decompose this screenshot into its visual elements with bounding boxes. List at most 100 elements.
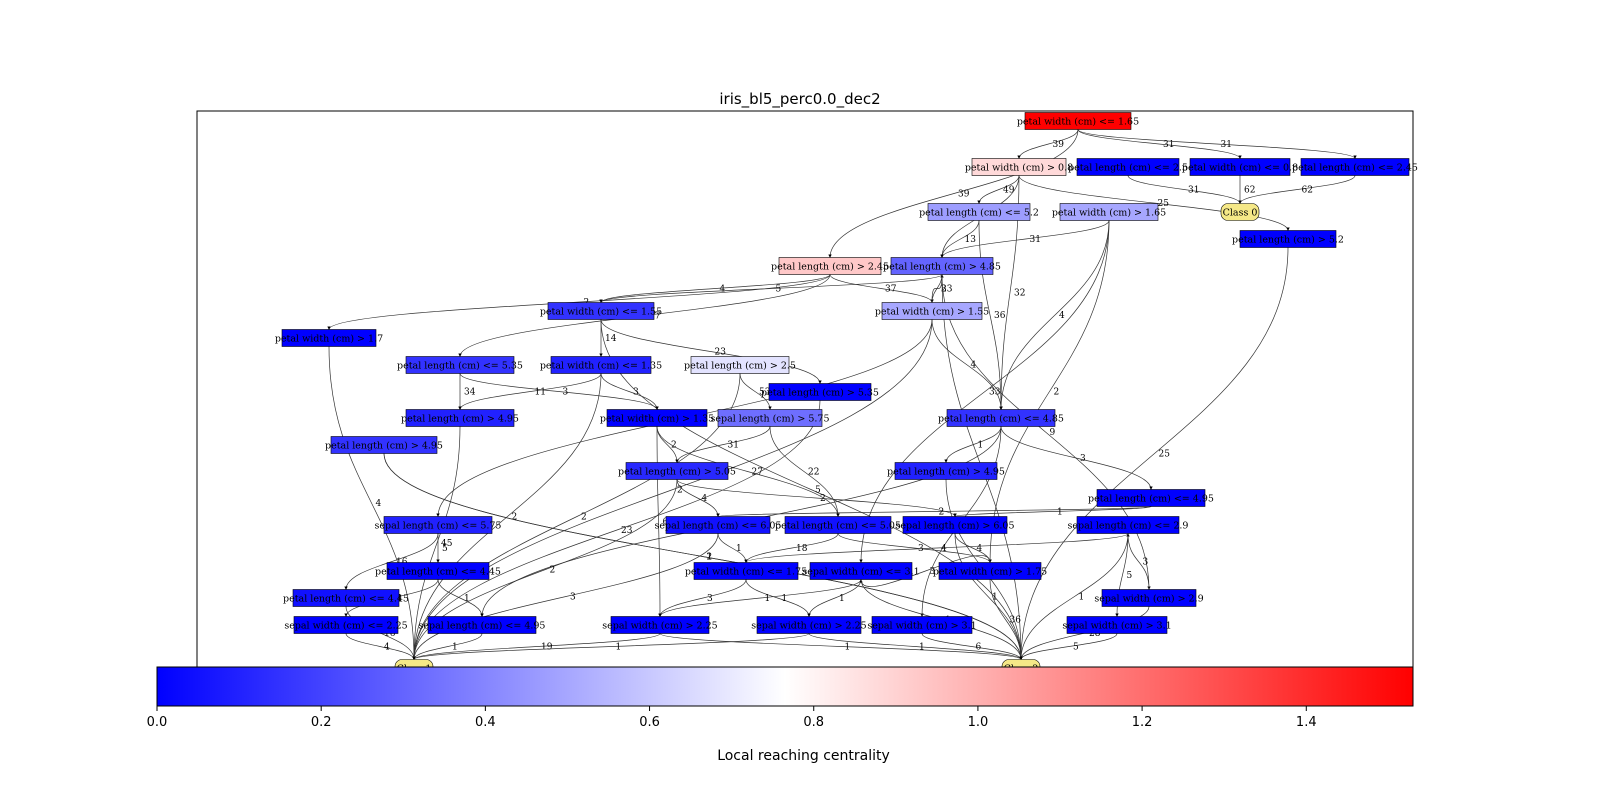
node-sepal-width-cm-2-25-n40: sepal width (cm) > 2.25	[751, 616, 867, 634]
edge-label-n20-n28: 22	[808, 468, 819, 478]
edge-label-n32-n40: 1	[782, 594, 788, 604]
node-sepal-length-cm-2-9-n30: sepal length (cm) <= 2.9	[1068, 516, 1188, 534]
edge-n6-n21	[978, 220, 1003, 410]
edge-label-n23-n27: 4	[702, 494, 708, 504]
node-petal-width-cm-1-55-n12: petal width (cm) > 1.55	[875, 302, 989, 320]
edge-n7-n34	[988, 220, 1110, 563]
node-label-n13: petal width (cm) > 1.7	[275, 334, 383, 345]
edge-n23-n29	[676, 479, 957, 517]
edge-n5-c0	[1238, 175, 1356, 204]
node-petal-width-cm-1-55-n11: petal width (cm) <= 1.55	[540, 302, 662, 320]
node-box-n27	[665, 516, 771, 534]
node-petal-width-cm-0-8-n4: petal width (cm) <= 0.8	[1182, 158, 1298, 176]
node-box-n15	[550, 356, 652, 374]
node-box-n35	[386, 562, 490, 580]
colorbar-tick-label-0.6: 0.6	[639, 715, 660, 730]
edge-label-n9-n11: 4	[720, 285, 726, 295]
node-label-n33: sepal width (cm) <= 3.1	[802, 567, 919, 578]
node-label-n8: petal length (cm) > 5.2	[1232, 235, 1344, 246]
node-box-n2	[971, 158, 1067, 176]
edge-label-n35-n38: 1	[464, 594, 470, 604]
node-label-n35: petal length (cm) <= 4.45	[375, 567, 501, 578]
edge-n23-c1	[412, 479, 678, 660]
node-petal-length-cm-4-95-n25: petal length (cm) <= 4.95	[1088, 489, 1214, 507]
edge-label-n29-c2: 1	[992, 593, 998, 603]
node-box-n26	[383, 516, 493, 534]
edge-label-n9-n12: 37	[885, 285, 897, 295]
node-box-n38	[427, 616, 537, 634]
node-petal-length-cm-4-95-n19: petal length (cm) > 4.95	[325, 436, 443, 454]
node-label-n6: petal length (cm) <= 5.2	[919, 208, 1039, 219]
node-petal-length-cm-2-5-n3: petal length (cm) <= 2.5	[1068, 158, 1188, 176]
edge-label-n1-n9: 39	[958, 190, 970, 200]
edge-n20-n28	[769, 426, 840, 517]
node-label-n32: petal width (cm) <= 1.75	[685, 567, 807, 578]
edge-n9-n12	[829, 274, 934, 303]
edge-n10-n11	[599, 274, 943, 303]
node-petal-length-cm-4-95-n24: petal length (cm) > 4.95	[887, 462, 1005, 480]
edge-n23-n27	[676, 479, 720, 517]
edge-label-n15-n22: 3	[633, 388, 639, 398]
edge-n36-n30	[1126, 533, 1150, 590]
node-box-n37	[293, 616, 399, 634]
edge-n11-n17	[600, 319, 822, 384]
edge-label-n36-n30: 3	[1143, 558, 1149, 568]
node-label-n9: petal length (cm) > 2.45	[771, 262, 889, 273]
node-petal-length-cm-5-35-n17: petal length (cm) > 5.35	[761, 383, 879, 401]
edge-label-n11-n17: 23	[715, 348, 727, 358]
edge-label-n37-c1: 4	[384, 643, 390, 653]
edge-n28-n34	[837, 533, 992, 563]
edge-n15-n18	[458, 373, 602, 410]
node-label-n11: petal width (cm) <= 1.55	[540, 307, 662, 318]
edge-label-n7-n34: 2	[1054, 388, 1060, 398]
node-label-n28: petal length (cm) <= 5.05	[775, 521, 901, 532]
edge-n12-n21	[931, 319, 1003, 410]
node-petal-length-cm-5-05-n23: petal length (cm) > 5.05	[618, 462, 736, 480]
node-label-n19: petal length (cm) > 4.95	[325, 441, 443, 452]
edge-n1-n4	[1077, 129, 1242, 159]
edge-label-n36-c2: 28	[1089, 629, 1101, 639]
node-label-n3: petal length (cm) <= 2.5	[1068, 163, 1188, 174]
node-box-n19	[330, 436, 438, 454]
edge-label-n7-n21: 4	[1059, 311, 1065, 321]
node-label-n10: petal length (cm) > 4.85	[883, 262, 1001, 273]
edge-label-n33-n39: 1	[765, 594, 771, 604]
edge-label-n25-n29: 1	[1057, 508, 1063, 518]
node-sepal-length-cm-4-95-n38: sepal length (cm) <= 4.95	[419, 616, 545, 634]
node-label-n31: petal length (cm) <= 4.45	[283, 594, 409, 605]
node-box-n25	[1096, 489, 1206, 507]
node-sepal-width-cm-2-25-n39: sepal width (cm) > 2.25	[602, 616, 718, 634]
node-box-n18	[405, 409, 515, 427]
edge-label-n1-n5: 31	[1221, 140, 1232, 150]
edge-label-n4-c0: 62	[1244, 186, 1255, 196]
node-petal-width-cm-1-7-n13: petal width (cm) > 1.7	[275, 329, 383, 347]
node-label-n22: petal width (cm) > 1.35	[600, 414, 714, 425]
edge-n20-n23	[675, 426, 771, 463]
edge-label-n12-n21: 4	[971, 361, 977, 371]
diagram-title: iris_bl5_perc0.0_dec2	[719, 90, 881, 108]
node-box-n23	[625, 462, 729, 480]
node-label-n25: petal length (cm) <= 4.95	[1088, 494, 1214, 505]
node-sepal-length-cm-6-05-n29: sepal length (cm) > 6.05	[895, 516, 1015, 534]
edge-label-n10-n12: 33	[941, 285, 953, 295]
edge-n15-c1	[412, 373, 602, 660]
edge-n27-c1	[412, 533, 719, 660]
node-sepal-length-cm-6-05-n27: sepal length (cm) <= 6.05	[655, 516, 781, 534]
edge-n25-n29	[953, 506, 1152, 517]
edge-label-n15-n18: 11	[535, 388, 546, 398]
node-box-n9	[778, 257, 882, 275]
node-label-n15: petal width (cm) <= 1.35	[540, 361, 662, 372]
node-label-n12: petal width (cm) > 1.55	[875, 307, 989, 318]
node-petal-length-cm-2-45-n5: petal length (cm) <= 2.45	[1292, 158, 1418, 176]
node-label-c0: Class 0	[1223, 208, 1258, 219]
edge-label-n27-n32: 1	[736, 544, 742, 554]
node-label-n42: sepal width (cm) > 3.1	[1062, 621, 1171, 632]
edge-label-n40-c2: 1	[919, 643, 925, 653]
colorbar-tick-label-1.0: 1.0	[968, 715, 989, 730]
colorbar-tick-label-1.4: 1.4	[1296, 715, 1317, 730]
edge-n37-c1	[345, 633, 416, 660]
edge-label-n2-n21: 32	[1014, 289, 1025, 299]
node-box-n21	[946, 409, 1056, 427]
node-box-n24	[894, 462, 998, 480]
edge-label-n26-n35: 5	[442, 544, 448, 554]
